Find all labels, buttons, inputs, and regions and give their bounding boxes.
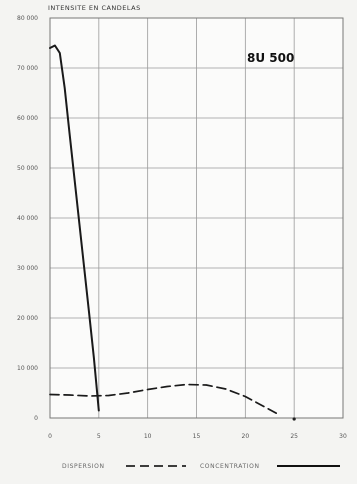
plot-frame [49,17,344,419]
y-tick-label: 50 000 [17,165,38,172]
x-tick-label: 0 [48,433,52,440]
y-tick-label: 60 000 [17,115,38,122]
series-line-concentration [49,44,100,412]
legend-label-dispersion: DISPERSION [62,463,105,470]
y-tick-label: 40 000 [17,215,38,222]
x-tick-label: 15 [193,433,201,440]
legend-label-concentration: CONCENTRATION [200,463,260,470]
baseline-marker [292,417,296,421]
y-tick-label: 20 000 [17,315,38,322]
y-tick-label: 0 [34,415,38,422]
model-label: 8U 500 [247,51,294,65]
x-tick-label: 5 [97,433,101,440]
x-tick-label: 20 [242,433,250,440]
x-tick-label: 25 [290,433,298,440]
y-tick-label: 70 000 [17,65,38,72]
y-axis-title: INTENSITE EN CANDELAS [48,4,141,12]
y-tick-label: 80 000 [17,15,38,22]
x-tick-label: 10 [144,433,152,440]
y-tick-label: 30 000 [17,265,38,272]
series-line-dispersion [49,383,281,416]
y-tick-label: 10 000 [17,365,38,372]
x-tick-label: 30 [339,433,347,440]
